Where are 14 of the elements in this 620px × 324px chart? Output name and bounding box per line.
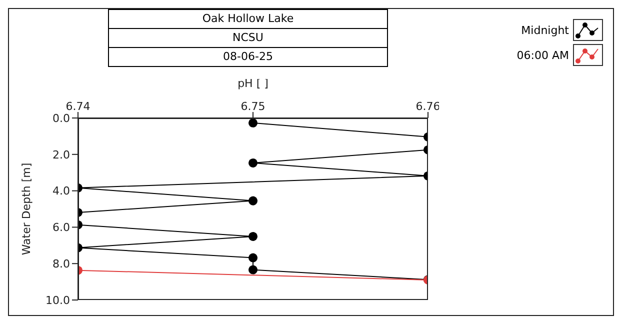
legend-label: 06:00 AM bbox=[516, 48, 569, 62]
legend-label: Midnight bbox=[521, 24, 569, 36]
text: 08-06-25 bbox=[108, 48, 388, 67]
y-tick-label: 8.0 bbox=[52, 258, 70, 271]
y-tick-label: 4.0 bbox=[52, 184, 70, 198]
y-axis-title: Water Depth [m] bbox=[20, 162, 33, 256]
y-tick-label: 2.0 bbox=[52, 148, 70, 162]
chart-subtitle: NCSU bbox=[108, 29, 388, 48]
y-tick-label: 0.0 bbox=[52, 112, 70, 125]
x-tick-label: 6.75 bbox=[240, 100, 266, 113]
chart-title: Oak Hollow Lake bbox=[108, 9, 388, 29]
y-tick-label: 10.0 bbox=[46, 294, 70, 307]
x-tick-label: 6.74 bbox=[66, 100, 90, 113]
y-tick-label: 6.0 bbox=[52, 221, 70, 234]
